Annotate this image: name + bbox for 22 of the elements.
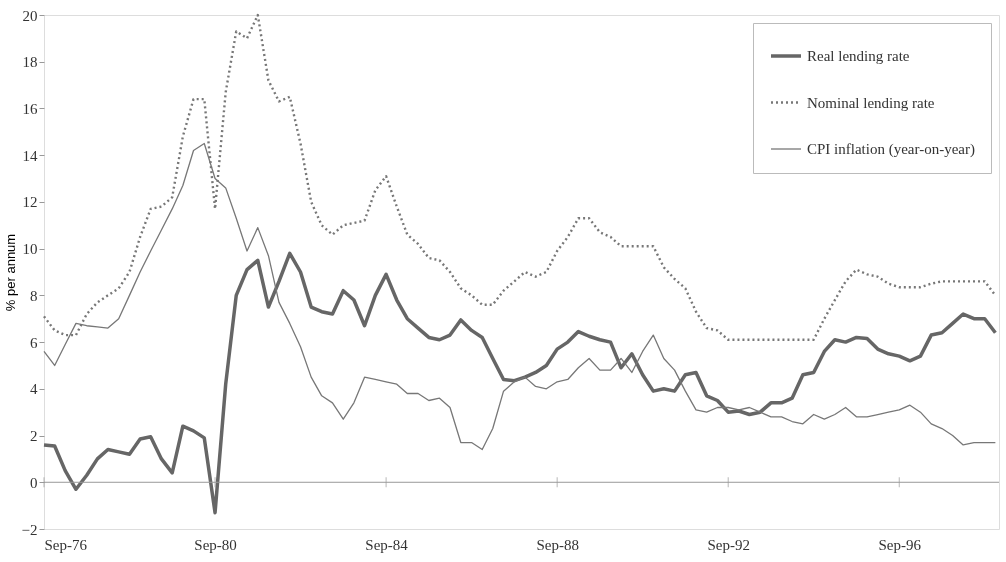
legend-label: CPI inflation (year-on-year) xyxy=(807,141,975,158)
y-tick-label: 10 xyxy=(22,241,38,258)
y-tick-label: 4 xyxy=(30,381,38,398)
x-tick-label: Sep-92 xyxy=(707,536,750,553)
y-tick-label: 16 xyxy=(22,100,38,117)
y-tick-label: 8 xyxy=(30,287,38,304)
y-tick-label: 20 xyxy=(22,7,38,24)
y-tick-label: 12 xyxy=(22,194,38,211)
y-tick-label: 14 xyxy=(22,147,38,164)
x-tick-label: Sep-80 xyxy=(194,536,237,553)
y-tick-label: 2 xyxy=(30,428,38,445)
y-tick-label: 18 xyxy=(22,54,38,71)
legend-label: Real lending rate xyxy=(807,48,910,64)
y-axis-title: % per annum xyxy=(2,233,18,312)
y-tick-label: 6 xyxy=(30,334,38,351)
x-tick-label: Sep-88 xyxy=(536,536,579,553)
legend-label: Nominal lending rate xyxy=(807,94,935,111)
x-tick-label: Sep-96 xyxy=(878,536,922,553)
x-tick-label: Sep-84 xyxy=(365,536,409,553)
y-tick-label: −2 xyxy=(21,521,38,538)
x-tick-label: Sep-76 xyxy=(44,536,88,553)
y-tick-label: 0 xyxy=(30,474,38,491)
